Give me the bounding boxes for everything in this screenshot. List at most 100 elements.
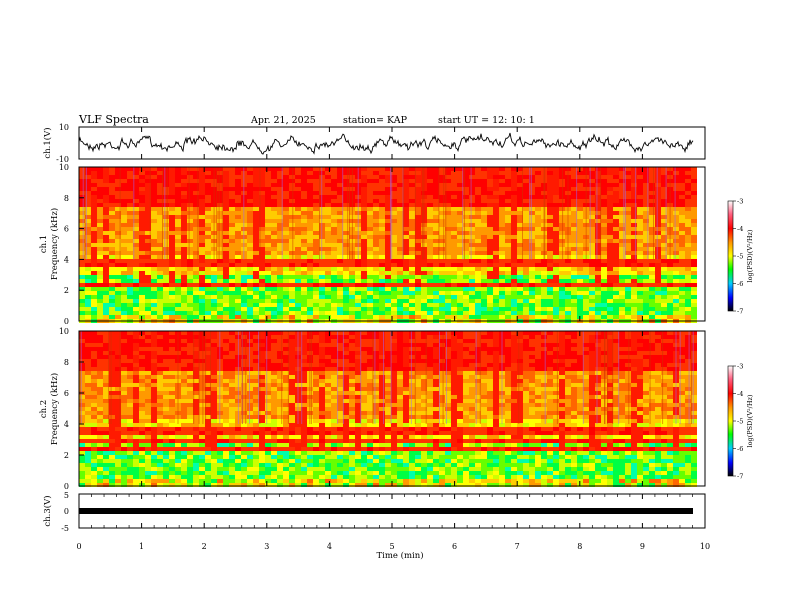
ch1-spectrogram-cell <box>691 299 697 303</box>
ch1-spectrogram-cell <box>523 211 529 215</box>
ch2-spectrogram-cell <box>127 435 133 439</box>
ch1-spectrogram-cell <box>151 195 157 199</box>
ch1-spectrogram-cell <box>169 243 175 247</box>
ch1-spectrogram-cell <box>595 299 601 303</box>
ch2-spectrogram-cell <box>151 331 157 335</box>
ch1-spectrogram-cell <box>547 195 553 199</box>
ch1-spectrogram-cell <box>289 183 295 187</box>
ch1-spectrogram-cell <box>583 315 589 319</box>
ch2-spectrogram-cell <box>103 391 109 395</box>
ch1-spectrogram-cell <box>607 215 613 219</box>
ch1-spectrogram-cell <box>439 291 445 295</box>
ch1-spectrogram-cell <box>583 307 589 311</box>
ch1-spectrogram-cell <box>325 211 331 215</box>
ch1-spectrogram-cell <box>295 307 301 311</box>
ch1-spectrogram-cell <box>187 267 193 271</box>
ch2-spectrogram-cell <box>91 395 97 399</box>
ch1-spectrogram-cell <box>445 283 451 287</box>
ch1-spectrogram-cell <box>277 211 283 215</box>
ch1-spectrogram-cell <box>127 279 133 283</box>
ch2-spectrogram-cell <box>109 431 115 435</box>
ch1-spectrogram-cell <box>553 179 559 183</box>
ch1-spectrogram-cell <box>301 175 307 179</box>
ch1-spectrogram-cell <box>487 239 493 243</box>
ch1-spectrogram-cell <box>565 267 571 271</box>
ch1-spectrogram-cell <box>511 175 517 179</box>
ch2-spectrogram-cell <box>169 455 175 459</box>
ch1-spectrogram-cell <box>295 207 301 211</box>
ch1-spectrogram-cell <box>277 307 283 311</box>
ch2-spectrogram-cell <box>79 359 85 363</box>
ch1-spectrogram-cell <box>493 307 499 311</box>
ch1-spectrogram-cell <box>229 303 235 307</box>
ch1-spectrogram-cell <box>337 263 343 267</box>
ch1-spectrogram-cell <box>373 243 379 247</box>
ch1-spectrogram-cell <box>121 263 127 267</box>
ch1-spectrogram-cell <box>247 283 253 287</box>
ch1-spectrogram-cell <box>373 215 379 219</box>
ch1-spectrogram-cell <box>655 175 661 179</box>
ch1-spectrogram-cell <box>79 211 85 215</box>
ch1-spectrogram-cell <box>487 167 493 171</box>
ch1-spectrogram-cell <box>367 311 373 315</box>
ch1-spectrogram-cell <box>145 191 151 195</box>
ch1-spectrogram-cell <box>403 283 409 287</box>
ch1-spectrogram-cell <box>463 279 469 283</box>
ch2-spectrogram-cell <box>109 407 115 411</box>
ch1-spectrogram-cell <box>187 227 193 231</box>
ch1-spectrogram-cell <box>649 279 655 283</box>
ch1-spectrogram-cell <box>571 219 577 223</box>
ch1-spectrogram-cell <box>607 307 613 311</box>
ch1-spectrogram-cell <box>325 207 331 211</box>
ch2-spectrogram-cell <box>121 475 127 479</box>
ch2-spectrogram-cell <box>157 443 163 447</box>
ch1-spectrogram-cell <box>607 219 613 223</box>
ch1-spectrogram-cell <box>217 295 223 299</box>
ch2-spectrogram-cell <box>139 435 145 439</box>
ch2-spectrogram-cell <box>187 383 193 387</box>
ch1-spectrogram-cell <box>91 291 97 295</box>
ch1-spectrogram-cell <box>175 219 181 223</box>
ch1-spectrogram-cell <box>625 187 631 191</box>
ch1-spectrogram-cell <box>145 307 151 311</box>
ch1-spectrogram-cell <box>91 243 97 247</box>
ch1-spectrogram-cell <box>199 187 205 191</box>
ch1-spectrogram-cell <box>223 271 229 275</box>
ch2-spectrogram-cell <box>91 359 97 363</box>
ch1-spectrogram-cell <box>457 311 463 315</box>
ch2-spectrogram-cell <box>199 339 205 343</box>
ch1-spectrogram-cell <box>307 267 313 271</box>
ch1-spectrogram-cell <box>589 271 595 275</box>
ch2-spectrogram-cell <box>109 391 115 395</box>
ch2-spectrogram-cell <box>145 371 151 375</box>
ch1-spectrogram-cell <box>169 303 175 307</box>
ch2-spectrogram-cell <box>169 403 175 407</box>
ch1-spectrogram-cell <box>439 179 445 183</box>
ch1-spectrogram-cell <box>91 283 97 287</box>
ch1-spectrogram-cell <box>655 243 661 247</box>
ch1-spectrogram-cell <box>277 183 283 187</box>
ch1-spectrogram-cell <box>505 223 511 227</box>
ch1-spectrogram-cell <box>535 195 541 199</box>
ch1-spectrogram-cell <box>115 259 121 263</box>
ch1-spectrogram-cell <box>295 199 301 203</box>
ch1-spectrogram-spike <box>164 167 166 260</box>
ch2-spectrogram-cell <box>127 347 133 351</box>
ch1-spectrogram-cell <box>523 279 529 283</box>
ch1-spectrogram-cell <box>505 231 511 235</box>
ch1-spectrogram-cell <box>529 299 535 303</box>
ch1-spectrogram-cell <box>265 255 271 259</box>
ch1-spectrogram-cell <box>229 311 235 315</box>
ch2-spectrogram-cell <box>163 423 169 427</box>
ch1-spectrogram-cell <box>679 299 685 303</box>
ch1-spectrogram-cell <box>391 199 397 203</box>
ch1-spectrogram-cell <box>517 259 523 263</box>
ch2-spectrogram-cell <box>193 395 199 399</box>
ch2-spectrogram-cell <box>121 431 127 435</box>
ch1-spectrogram-cell <box>289 187 295 191</box>
ch1-spectrogram-cell <box>85 279 91 283</box>
ch2-spectrogram-cell <box>205 451 211 455</box>
ch1-spectrogram-cell <box>211 303 217 307</box>
ch1-spectrogram-cell <box>607 247 613 251</box>
ch1-spectrogram-cell <box>169 171 175 175</box>
